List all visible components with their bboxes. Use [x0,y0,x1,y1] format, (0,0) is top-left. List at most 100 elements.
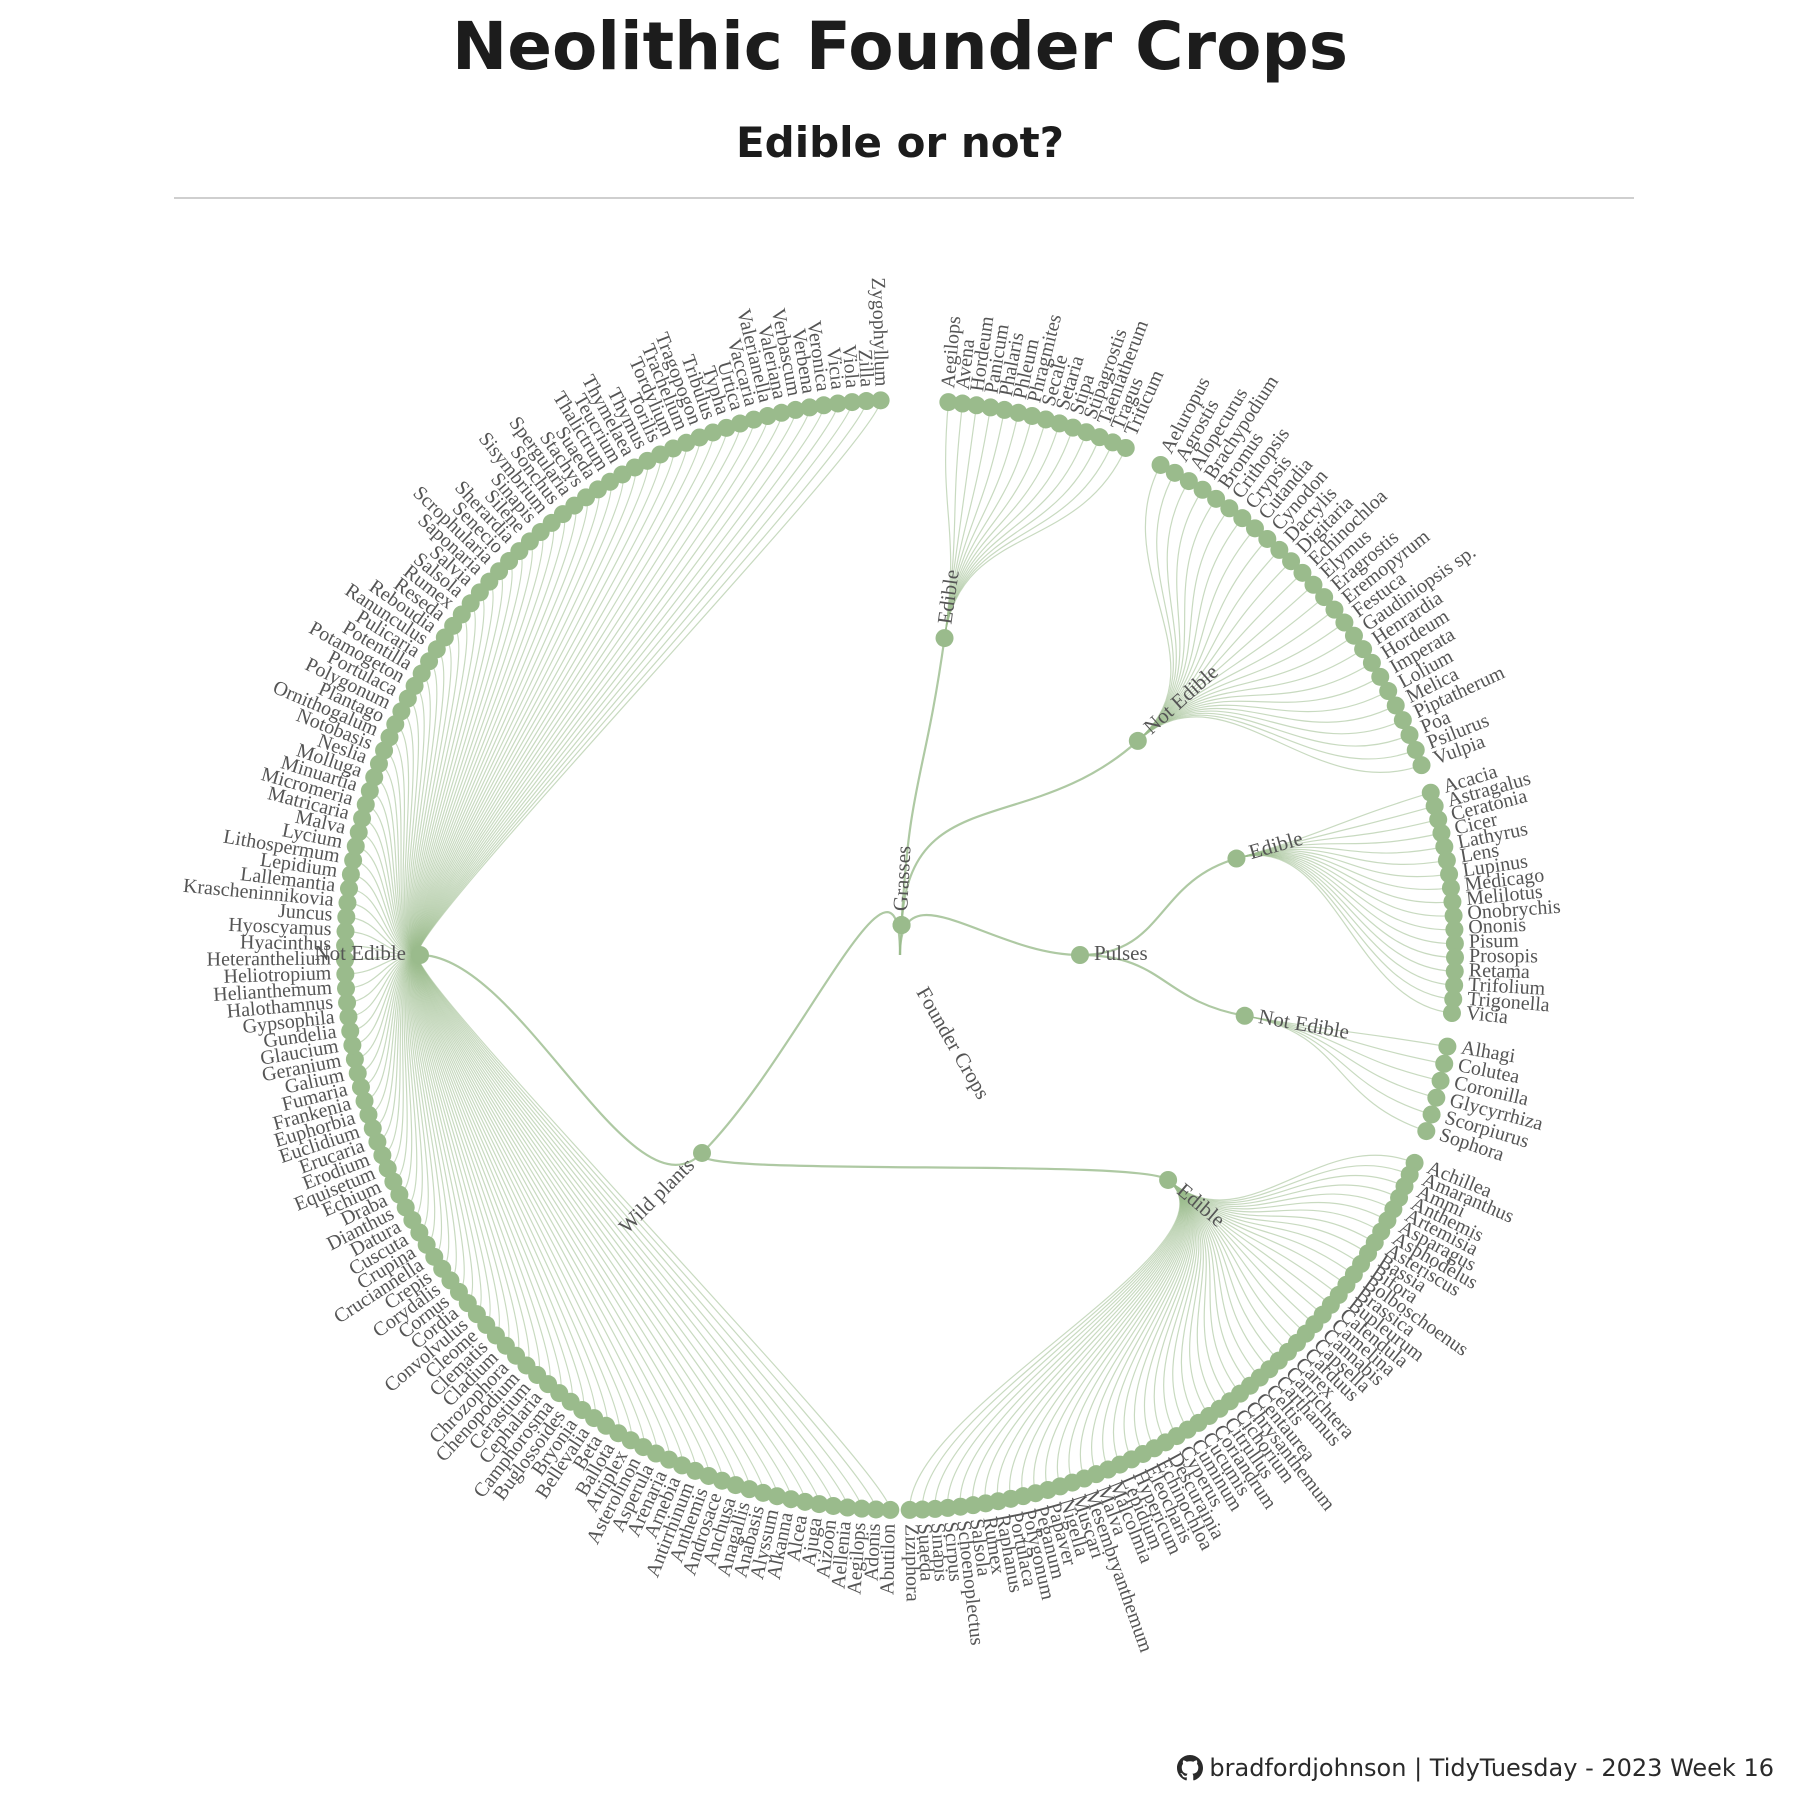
leaf-node [339,1007,358,1026]
leaf-node [796,1492,815,1511]
leaf-link [415,954,608,1427]
leaf-node [967,396,986,415]
footer-credit: bradfordjohnson | TidyTuesday - 2023 Wee… [1177,1754,1774,1782]
leaf-node [353,809,372,828]
leaf-node [726,1476,745,1495]
leaf-node [1444,906,1463,925]
leaf-link [1244,1015,1432,1116]
leaf-link [1244,1015,1437,1099]
leaf-link [943,442,1114,639]
leaf-node [703,423,722,442]
leaf-node [913,1500,932,1519]
leaf-link [1167,1179,1400,1206]
leaf-node [1379,682,1398,701]
leaf-link [1137,527,1256,742]
leaf-node [814,396,833,415]
subgroup-node [1227,849,1246,868]
leaf-node [1036,410,1055,429]
group-link [898,913,1081,957]
labels-layer: Founder CropsGrassesEdibleAegilopsAvenaH… [182,277,1561,1656]
leaf-node [1151,455,1170,474]
leaf-node [368,1132,387,1151]
leaf-node [1445,948,1464,967]
leaf-node [343,1036,362,1055]
leaf-node [348,1064,367,1083]
leaf-link [1137,464,1172,742]
leaf-node [1442,1004,1461,1023]
leaf-link [1244,1015,1441,1082]
leaf-node [1438,1037,1457,1056]
leaf-node [1325,600,1344,619]
leaf-link [1236,854,1455,972]
leaf-node [1270,540,1289,559]
leaf-label: Prosopis [1469,945,1538,967]
leaf-node [857,392,876,411]
leaf-node [871,391,890,410]
group-node-label: Wild plants [614,1153,699,1238]
leaf-node [1023,406,1042,425]
leaf-node [1258,529,1277,548]
leaf-node [758,407,777,426]
leaf-link [1045,1179,1186,1491]
leaf-node [953,394,972,413]
leaf-node [1371,667,1390,686]
leaf-link [405,954,421,1208]
leaf-node [995,400,1014,419]
leaf-node [1432,824,1451,843]
leaf-link [1068,1179,1187,1483]
leaf-node [349,823,368,842]
leaf-node [772,403,791,422]
subgroup-link [700,1152,1169,1181]
leaf-node [1435,1054,1454,1073]
leaf-node [1304,575,1323,594]
leaf-label: Hyacinthus [240,931,332,955]
leaf-link [1056,1179,1186,1487]
leaf-node [344,851,363,870]
leaf-link [417,954,877,1510]
leaf-node [1445,976,1464,995]
leaf-node [338,893,357,912]
leaf-node [838,1498,857,1517]
leaf-node [1293,563,1312,582]
subgroup-link [419,953,703,1166]
leaf-label: Heteranthelium [207,948,332,971]
leaf-node [852,1499,871,1518]
subgroup-link [900,740,1139,926]
page-subtitle: Edible or not? [735,118,1065,167]
leaf-link [415,954,596,1419]
group-node [1071,946,1089,964]
leaf-label: Vicia [822,346,849,390]
leaf-node [1429,810,1448,829]
leaf-node [360,781,379,800]
leaf-node [1427,1088,1446,1107]
leaf-node [338,993,357,1012]
leaf-link [416,954,658,1454]
leaf-label: Viola [838,344,864,389]
leaf-node [337,908,356,927]
leaf-label: Scirpus [939,1521,966,1583]
leaf-label: Sinapis [926,1522,952,1582]
leaf-node [355,1091,374,1110]
leaf-link [1137,472,1176,742]
group-node [892,916,911,935]
leaf-node [1245,519,1264,538]
links-layer [345,400,1455,1510]
leaf-node [1344,626,1363,645]
leaf-link [417,400,867,956]
leaf-node [341,865,360,884]
leaf-node [1445,934,1464,953]
leaf-link [943,447,1127,639]
leaf-node [1220,499,1239,518]
leaf-link [417,403,839,956]
github-icon [1177,1755,1204,1781]
leaf-node [744,410,763,429]
leaf-link [408,954,436,1246]
leaf-link [1236,855,1453,1014]
leaf-link [410,954,450,1270]
leaf-link [357,954,421,1074]
leaf-link [1167,1164,1410,1202]
leaf-label: Abutilon [876,1524,899,1595]
leaf-node [1417,1122,1436,1141]
leaf-node [828,394,847,413]
